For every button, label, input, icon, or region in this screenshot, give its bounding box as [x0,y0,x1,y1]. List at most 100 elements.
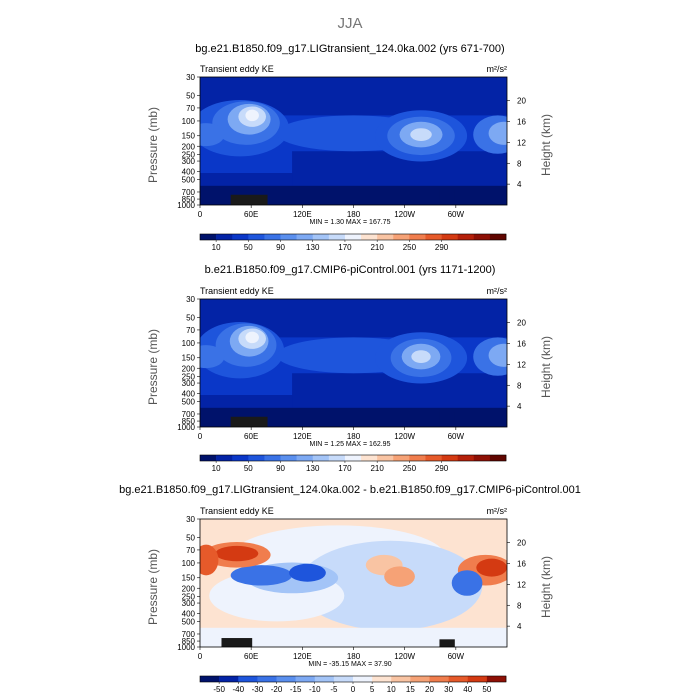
contour-blob [451,570,483,596]
y-tick-label: 100 [182,339,196,348]
colorbar-swatch [410,676,430,682]
colorbar-label: 90 [276,243,285,252]
height-tick-label: 20 [517,97,526,106]
x-tick-label: 60W [448,432,465,441]
contour-surface [200,627,507,647]
colorbar-label: 20 [425,685,434,694]
colorbar-swatch [409,234,426,240]
colorbar-label: -40 [232,685,244,694]
x-tick-label: 180 [347,210,361,219]
height-tick-label: 16 [517,560,526,569]
y-tick-label: 70 [186,546,195,555]
colorbar-swatch [425,455,442,461]
contour-field [200,299,507,427]
colorbar-swatch [264,234,281,240]
y-tick-label: 850 [182,195,196,204]
contour-blob [411,350,431,363]
colorbar-swatch [361,234,378,240]
colorbar-label: 170 [338,243,352,252]
colorbar-swatch [312,234,330,240]
y-axis-title-right: Height (km) [539,336,553,398]
height-tick-label: 12 [517,360,526,369]
contour-surface [200,407,507,427]
colorbar-swatch [377,234,394,240]
colorbar-label: 30 [444,685,453,694]
colorbar: -50 -40 -30 -20 -15 -10 -5 0 5 10 15 20 30 40 50 [199,675,507,694]
colorbar-label: -10 [309,685,321,694]
colorbar-swatch [467,676,488,682]
colorbar-swatch [280,455,297,461]
colorbar-swatch [312,455,330,461]
colorbar-label: 130 [306,243,320,252]
colorbar-swatch [391,676,411,682]
panel-title: b.e21.B1850.f09_g17.CMIP6-piControl.001 … [205,264,496,276]
colorbar-label: 40 [463,685,472,694]
y-tick-label: 500 [182,176,196,185]
colorbar-swatch [489,455,507,461]
colorbar-swatch [276,676,296,682]
y-tick-label: 500 [182,398,196,407]
x-tick-label: 60W [448,652,465,661]
panel-3: bg.e21.B1850.f09_g17.LIGtransient_124.0k… [119,484,581,694]
contour-blob [215,545,259,562]
colorbar-swatch [344,234,362,240]
figure-title: JJA [337,15,362,32]
y-tick-label: 30 [186,515,195,524]
colorbar-swatch [372,676,392,682]
y-tick-label: 150 [182,354,196,363]
minmax-label: MIN = 1.25 MAX = 162.95 [310,441,391,448]
colorbar-swatch [200,455,217,461]
colorbar-label: 290 [435,464,449,473]
colorbar-label: 0 [351,685,356,694]
y-tick-label: 200 [182,364,196,373]
colorbar-swatch [280,234,297,240]
y-axis-title: Pressure (mb) [146,549,160,625]
colorbar-swatch [448,676,469,682]
y-tick-label: 1000 [177,201,195,210]
contour-blob [245,331,259,344]
y-tick-label: 700 [182,410,196,419]
topography [221,638,253,647]
colorbar-swatch [264,455,281,461]
y-tick-label: 50 [186,534,195,543]
y-tick-label: 250 [182,150,196,159]
contour-blob [200,544,219,576]
variable-label: Transient eddy KE [200,286,274,296]
topography [439,639,455,647]
height-tick-label: 4 [517,402,522,411]
y-tick-label: 850 [182,417,196,426]
units-label: m²/s² [487,286,508,296]
minmax-label: MIN = 1.30 MAX = 167.75 [310,219,391,226]
colorbar-swatch [314,676,335,682]
colorbar-label: 50 [244,243,253,252]
variable-label: Transient eddy KE [200,506,274,516]
contour-blob [384,566,415,587]
y-tick-label: 150 [182,574,196,583]
colorbar-swatch [216,234,233,240]
panels: bg.e21.B1850.f09_g17.LIGtransient_124.0k… [119,43,581,694]
y-tick-label: 300 [182,157,196,166]
contour-blob [410,128,432,142]
colorbar-label: 130 [306,464,320,473]
colorbar-swatch [328,234,346,240]
height-tick-label: 12 [517,138,526,147]
x-tick-label: 120W [394,210,415,219]
colorbar-label: -20 [271,685,283,694]
units-label: m²/s² [487,506,508,516]
colorbar-swatch [473,455,491,461]
topography [230,194,268,205]
y-tick-label: 1000 [177,423,195,432]
y-tick-label: 400 [182,168,196,177]
contour-blob [476,558,507,577]
y-tick-label: 150 [182,132,196,141]
minmax-label: MIN = -35.15 MAX = 37.90 [308,661,391,668]
y-tick-label: 30 [186,73,195,82]
colorbar-swatch [393,234,410,240]
contour-blob [200,123,225,147]
height-tick-label: 4 [517,622,522,631]
x-tick-label: 120E [293,432,312,441]
colorbar-label: 170 [338,464,352,473]
colorbar-swatch [393,455,410,461]
colorbar-label: 10 [387,685,396,694]
